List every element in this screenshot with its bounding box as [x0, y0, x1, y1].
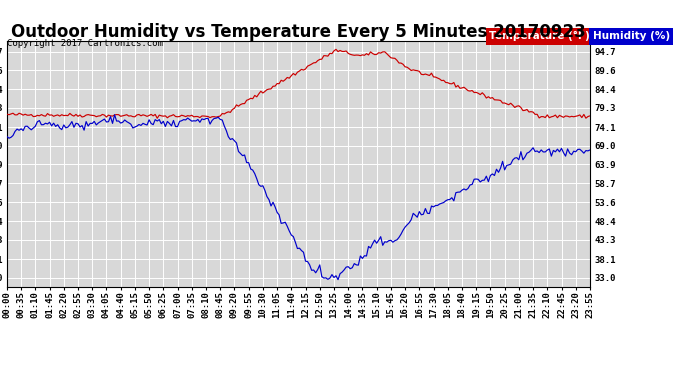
Text: Temperature (°F): Temperature (°F) [489, 31, 590, 41]
Text: Copyright 2017 Cartronics.com: Copyright 2017 Cartronics.com [7, 39, 163, 48]
Text: Humidity (%): Humidity (%) [593, 31, 670, 41]
Title: Outdoor Humidity vs Temperature Every 5 Minutes 20170923: Outdoor Humidity vs Temperature Every 5 … [11, 23, 586, 41]
